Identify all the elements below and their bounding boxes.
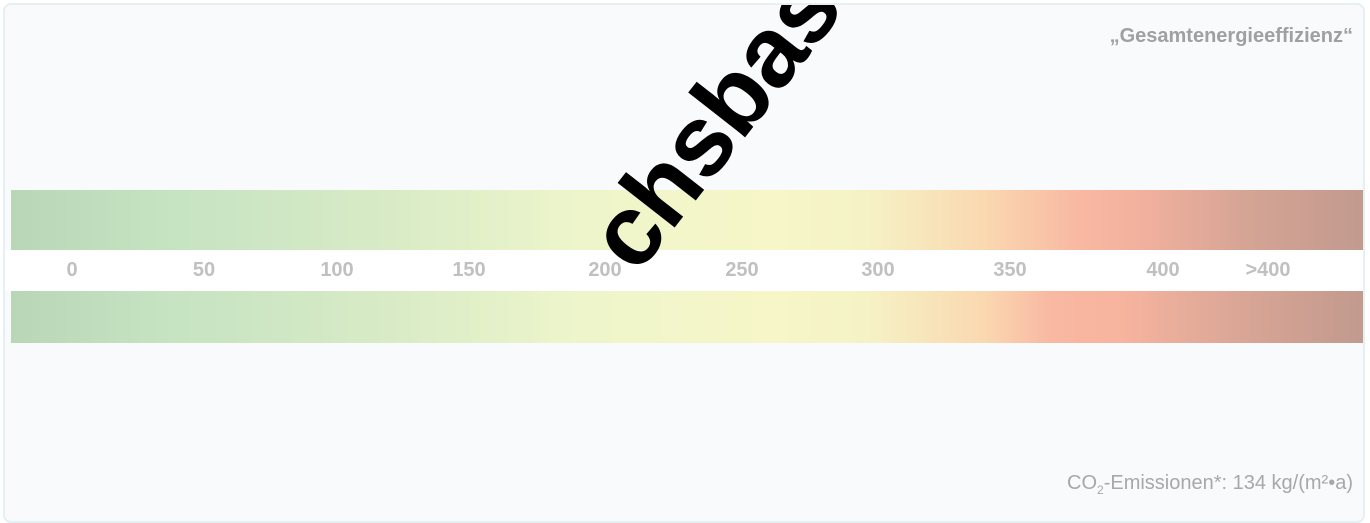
co2-emissions-line: CO2-Emissionen*: 134 kg/(m²•a) <box>1067 472 1353 497</box>
scale-label-50: 50 <box>192 259 216 281</box>
scale-label-300: 300 <box>861 259 895 281</box>
efficiency-bar-top <box>11 190 1363 250</box>
scale-label-150: 150 <box>452 259 486 281</box>
scale-label-200: 200 <box>588 259 622 281</box>
scale-label-400: 400 <box>1146 259 1180 281</box>
scale-label-0: 0 <box>66 259 78 281</box>
efficiency-bar-bottom <box>11 291 1363 343</box>
scale-label-250: 250 <box>725 259 759 281</box>
scale-label-350: 350 <box>993 259 1027 281</box>
scale-label-100: 100 <box>320 259 354 281</box>
scale-label-over-400: >400 <box>1245 259 1291 281</box>
energy-scale-panel: „Gesamtenergieeffizienz“ 0 50 100 150 20… <box>3 3 1365 523</box>
panel-title: „Gesamtenergieeffizienz“ <box>1109 25 1353 47</box>
scale-labels: 0 50 100 150 200 250 300 350 400 >400 <box>5 250 1363 291</box>
co2-value: -Emissionen*: 134 kg/(m²•a) <box>1103 472 1353 494</box>
co2-subscript: 2 <box>1097 483 1104 497</box>
co2-prefix: CO <box>1067 472 1097 494</box>
